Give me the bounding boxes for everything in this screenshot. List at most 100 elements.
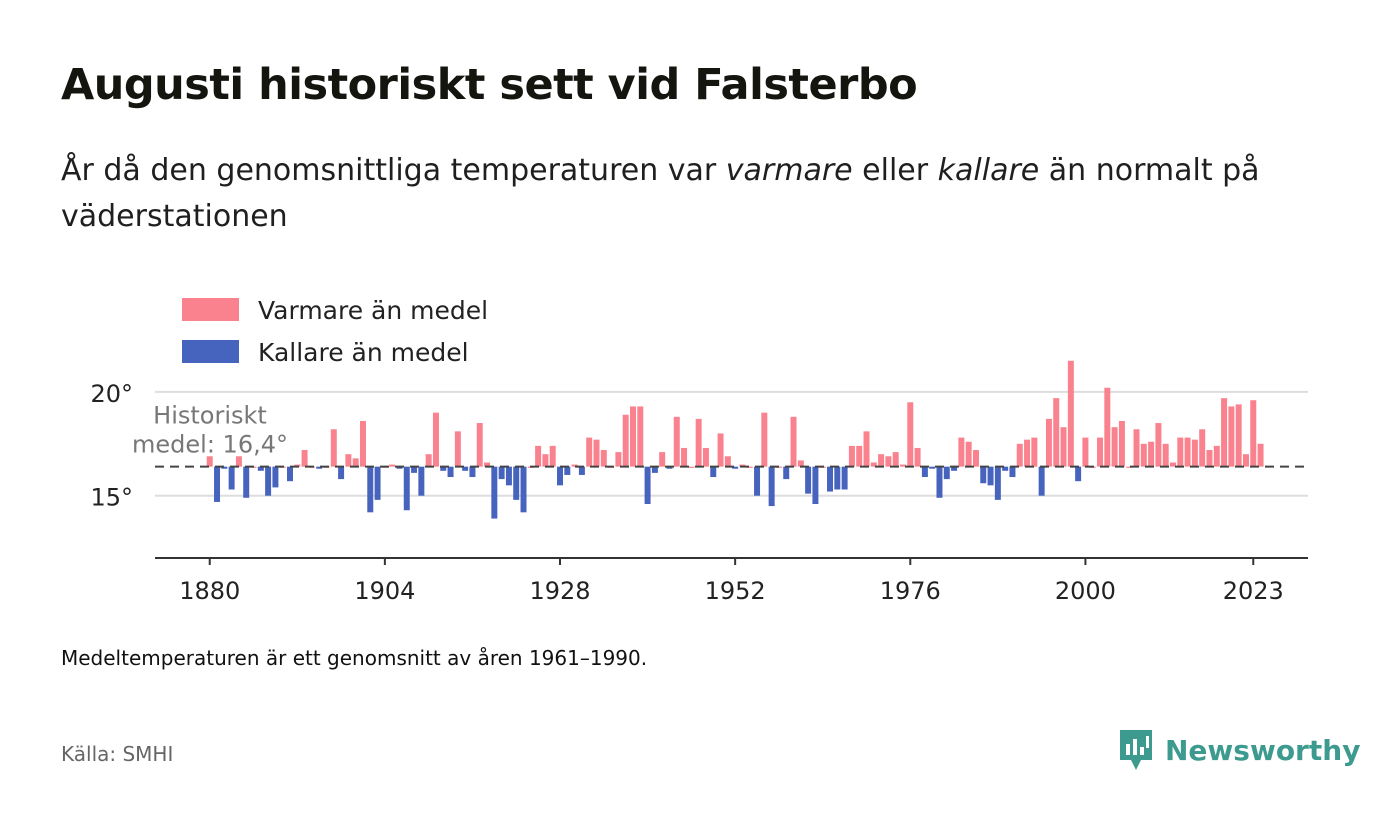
- x-tick-label: 2023: [1223, 577, 1284, 605]
- bar: [644, 466, 651, 505]
- bar: [1184, 437, 1191, 467]
- bar: [768, 466, 775, 507]
- bar: [374, 466, 381, 500]
- bar: [1104, 387, 1111, 467]
- bar: [287, 466, 293, 482]
- bar: [1038, 466, 1045, 496]
- bar: [432, 412, 439, 467]
- bar: [681, 447, 688, 467]
- bar: [651, 466, 658, 473]
- bar: [1075, 466, 1082, 482]
- baseline-label-line2: medel: 16,4°: [132, 431, 288, 459]
- subtitle-text-1: År då den genomsnittliga temperaturen va…: [61, 153, 726, 188]
- bar: [943, 466, 950, 480]
- bar: [1016, 443, 1023, 467]
- subtitle-emphasis-warm: varmare: [725, 153, 853, 188]
- bar: [235, 456, 242, 467]
- bar: [345, 454, 352, 467]
- gridlines: [155, 390, 1308, 497]
- bar: [724, 456, 731, 467]
- bar: [535, 445, 542, 467]
- bar: [206, 456, 213, 467]
- bar: [1177, 437, 1184, 467]
- subtitle-text-2: eller: [852, 153, 938, 188]
- bar: [1031, 437, 1038, 467]
- bar: [571, 464, 578, 467]
- bar: [1228, 406, 1235, 467]
- bar: [418, 466, 425, 496]
- bar: [637, 406, 644, 467]
- bar: [885, 456, 892, 467]
- bar: [1111, 427, 1118, 467]
- bar: [827, 466, 834, 492]
- bar: [899, 464, 906, 467]
- bar: [498, 466, 505, 480]
- bar: [520, 466, 527, 513]
- bar: [951, 466, 958, 471]
- bar: [805, 466, 812, 494]
- bar: [1060, 427, 1067, 467]
- bar: [1221, 398, 1228, 467]
- bar: [505, 466, 512, 486]
- bar: [578, 466, 585, 475]
- legend-label: Varmare än medel: [258, 296, 488, 325]
- bar: [790, 416, 797, 467]
- bar: [710, 466, 717, 478]
- bar: [359, 420, 366, 467]
- bar: [1257, 443, 1264, 467]
- bar: [462, 466, 469, 471]
- bar: [352, 458, 359, 467]
- bar: [1148, 441, 1155, 467]
- bar: [892, 452, 899, 467]
- bar: [484, 462, 491, 467]
- x-tick-label: 1904: [354, 577, 415, 605]
- x-tick-label: 1952: [705, 577, 766, 605]
- bar: [695, 418, 702, 467]
- bar: [301, 450, 308, 467]
- bar: [921, 466, 928, 478]
- bar: [1024, 439, 1031, 467]
- bar: [914, 447, 921, 467]
- bar: [929, 466, 936, 469]
- bar: [294, 464, 301, 467]
- bar: [1009, 466, 1016, 478]
- bar: [564, 466, 571, 475]
- chart-title: Augusti historiskt sett vid Falsterbo: [61, 60, 918, 110]
- bar: [411, 466, 418, 473]
- bar: [469, 466, 476, 478]
- x-tick-label: 2000: [1055, 577, 1116, 605]
- bar: [440, 466, 447, 471]
- newsworthy-logo[interactable]: Newsworthy: [1117, 728, 1360, 772]
- bar: [812, 466, 819, 505]
- baseline-label-line1: Historiskt: [153, 402, 267, 430]
- bar: [732, 466, 739, 469]
- bar: [272, 466, 279, 488]
- bar: [1242, 454, 1249, 467]
- bar: [958, 437, 965, 467]
- bar: [702, 447, 709, 467]
- footnote: Medeltemperaturen är ett genomsnitt av å…: [61, 646, 648, 670]
- bar: [221, 466, 228, 469]
- newsworthy-logo-text: Newsworthy: [1165, 733, 1361, 767]
- bar: [1067, 360, 1074, 467]
- bar: [761, 412, 768, 467]
- bar: [1235, 404, 1242, 467]
- bar: [1155, 423, 1162, 467]
- bar: [330, 429, 337, 467]
- bar: [549, 445, 556, 467]
- bar: [1206, 450, 1213, 467]
- x-tick-label: 1928: [529, 577, 590, 605]
- bar: [513, 466, 520, 500]
- bar: [228, 466, 235, 490]
- bar: [1199, 429, 1206, 467]
- bar: [629, 406, 636, 467]
- bar: [557, 466, 564, 486]
- bar: [600, 450, 607, 467]
- bar: [987, 466, 994, 486]
- legend-swatch: [182, 340, 239, 363]
- bar: [848, 445, 855, 467]
- bar: [586, 437, 593, 467]
- bar: [739, 464, 746, 467]
